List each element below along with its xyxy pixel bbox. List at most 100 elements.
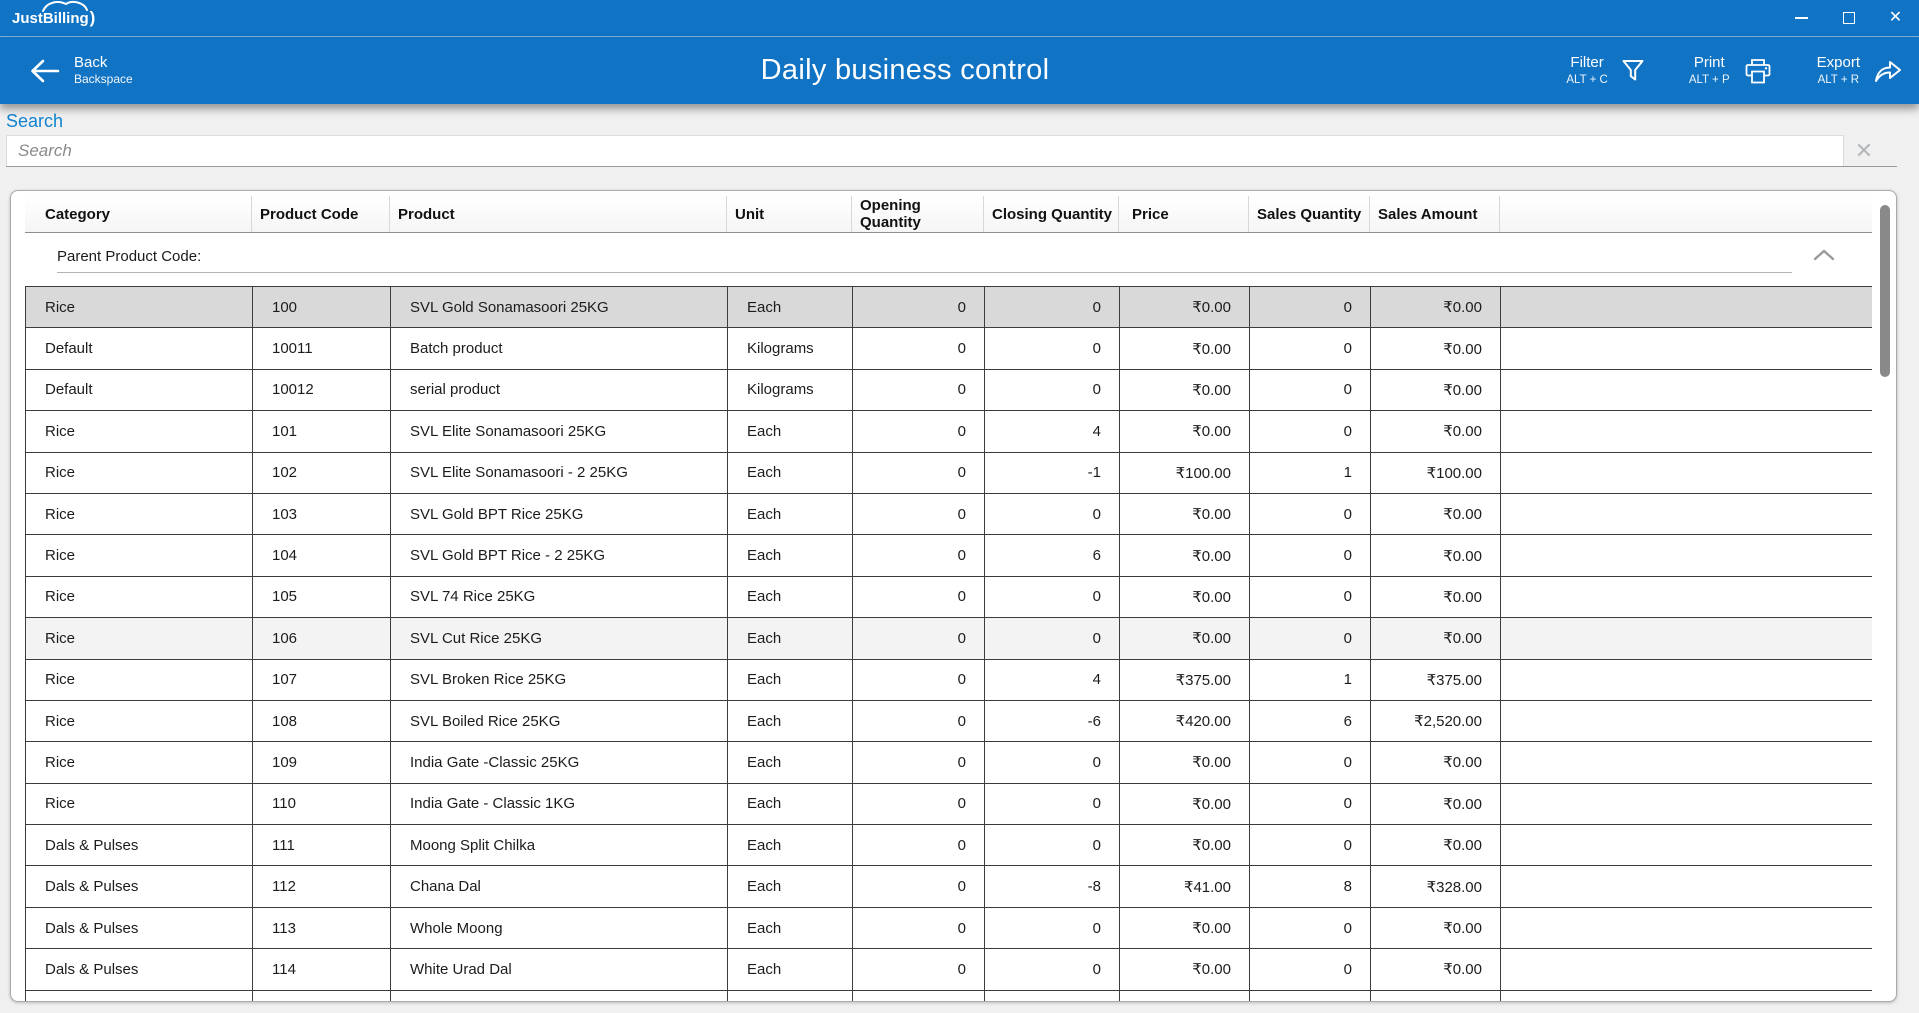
print-button[interactable]: Print ALT + P	[1689, 53, 1773, 87]
cell-price: ₹0.00	[1120, 908, 1250, 948]
table-row[interactable]: Dals & Pulses 111 Moong Split Chilka Eac…	[26, 825, 1872, 866]
cell-unit: Each	[728, 866, 853, 906]
cell-unit: Kilograms	[728, 370, 853, 410]
table-row[interactable]: Rice 105 SVL 74 Rice 25KG Each 0 0 ₹0.00…	[26, 577, 1872, 618]
close-icon: ✕	[1889, 10, 1902, 26]
table-row[interactable]: Rice 110 India Gate - Classic 1KG Each 0…	[26, 784, 1872, 825]
cell-empty	[1501, 701, 1872, 741]
clear-search-button[interactable]: ✕	[1844, 135, 1884, 166]
minimize-button[interactable]	[1778, 0, 1825, 36]
cell-sales-amount: ₹0.00	[1371, 370, 1501, 410]
group-row-parent-product-code: Parent Product Code:	[25, 233, 1882, 286]
table-row[interactable]: Rice 107 SVL Broken Rice 25KG Each 0 4 ₹…	[26, 660, 1872, 701]
cell-category: Default	[26, 370, 253, 410]
table-row[interactable]: Default 10012 serial product Kilograms 0…	[26, 370, 1872, 411]
cell-empty	[1501, 411, 1872, 451]
cell-empty	[1501, 370, 1872, 410]
command-bar: Back Backspace Daily business control Fi…	[0, 37, 1919, 104]
table-row[interactable]: Rice 103 SVL Gold BPT Rice 25KG Each 0 0…	[26, 494, 1872, 535]
cell-sales-amount: ₹0.00	[1371, 784, 1501, 824]
cell-product-code: 111	[253, 825, 391, 865]
cell-closing-quantity: 0	[985, 784, 1120, 824]
table-row[interactable]: Dals & Pulses 112 Chana Dal Each 0 -8 ₹4…	[26, 866, 1872, 907]
cell-sales-quantity: 0	[1250, 825, 1371, 865]
cell-sales-amount	[1371, 991, 1501, 1002]
table-row[interactable]: Dals & Pulses 114 White Urad Dal Each 0 …	[26, 949, 1872, 990]
cell-opening-quantity: 0	[853, 784, 985, 824]
back-button[interactable]: Back Backspace	[28, 54, 133, 88]
cell-unit: Each	[728, 494, 853, 534]
cell-sales-quantity	[1250, 991, 1371, 1002]
cell-empty	[1501, 825, 1872, 865]
filter-icon	[1621, 58, 1645, 84]
cell-sales-amount: ₹0.00	[1371, 949, 1501, 989]
column-header-category[interactable]: Category	[25, 196, 252, 232]
cell-price: ₹375.00	[1120, 660, 1250, 700]
cell-closing-quantity: 0	[985, 494, 1120, 534]
column-header-product[interactable]: Product	[390, 196, 727, 232]
filter-button[interactable]: Filter ALT + C	[1566, 53, 1644, 87]
scrollbar-thumb[interactable]	[1880, 205, 1890, 377]
cell-unit: Each	[728, 287, 853, 327]
cell-opening-quantity: 0	[853, 660, 985, 700]
cell-category: Rice	[26, 535, 253, 575]
cell-sales-quantity: 6	[1250, 701, 1371, 741]
cell-product-code: 103	[253, 494, 391, 534]
column-header-sales-amount[interactable]: Sales Amount	[1370, 196, 1500, 232]
column-header-sales-quantity[interactable]: Sales Quantity	[1249, 196, 1370, 232]
cell-price: ₹100.00	[1120, 453, 1250, 493]
cell-closing-quantity: 0	[985, 825, 1120, 865]
cell-unit: Each	[728, 453, 853, 493]
table-row[interactable]: Rice 106 SVL Cut Rice 25KG Each 0 0 ₹0.0…	[26, 618, 1872, 659]
table-row[interactable]	[26, 991, 1872, 1002]
cell-product: SVL 74 Rice 25KG	[391, 577, 728, 617]
column-header-product-code[interactable]: Product Code	[252, 196, 390, 232]
column-header-opening-quantity[interactable]: Opening Quantity	[852, 196, 984, 232]
cell-closing-quantity: -6	[985, 701, 1120, 741]
maximize-button[interactable]	[1825, 0, 1872, 36]
cell-price: ₹0.00	[1120, 535, 1250, 575]
close-button[interactable]: ✕	[1872, 0, 1919, 36]
cell-category: Dals & Pulses	[26, 866, 253, 906]
table-row[interactable]: Rice 109 India Gate -Classic 25KG Each 0…	[26, 742, 1872, 783]
table-card: Category Product Code Product Unit Openi…	[10, 190, 1897, 1002]
cell-sales-quantity: 0	[1250, 494, 1371, 534]
collapse-group-button[interactable]	[1811, 246, 1837, 264]
column-header-price[interactable]: Price	[1119, 196, 1249, 232]
table-row[interactable]: Dals & Pulses 113 Whole Moong Each 0 0 ₹…	[26, 908, 1872, 949]
cell-price: ₹0.00	[1120, 494, 1250, 534]
cell-closing-quantity: 0	[985, 908, 1120, 948]
cell-product: SVL Elite Sonamasoori - 2 25KG	[391, 453, 728, 493]
cell-unit: Kilograms	[728, 328, 853, 368]
filter-label: Filter	[1570, 53, 1603, 73]
cell-closing-quantity: 0	[985, 287, 1120, 327]
table-row[interactable]: Rice 108 SVL Boiled Rice 25KG Each 0 -6 …	[26, 701, 1872, 742]
cell-product: SVL Gold BPT Rice 25KG	[391, 494, 728, 534]
search-section: Search ✕	[0, 111, 1919, 167]
group-label: Parent Product Code:	[57, 248, 201, 265]
table-row[interactable]: Default 10011 Batch product Kilograms 0 …	[26, 328, 1872, 369]
commandbar-actions: Filter ALT + C Print ALT + P	[1566, 37, 1903, 104]
search-input[interactable]	[6, 135, 1844, 166]
cell-price: ₹0.00	[1120, 577, 1250, 617]
column-header-closing-quantity[interactable]: Closing Quantity	[984, 196, 1119, 232]
cell-product-code: 109	[253, 742, 391, 782]
print-icon	[1743, 57, 1773, 85]
table-row[interactable]: Rice 100 SVL Gold Sonamasoori 25KG Each …	[26, 287, 1872, 328]
vertical-scrollbar[interactable]	[1879, 205, 1891, 989]
cell-product: SVL Elite Sonamasoori 25KG	[391, 411, 728, 451]
cell-product: SVL Gold BPT Rice - 2 25KG	[391, 535, 728, 575]
table-row[interactable]: Rice 102 SVL Elite Sonamasoori - 2 25KG …	[26, 453, 1872, 494]
table-row[interactable]: Rice 104 SVL Gold BPT Rice - 2 25KG Each…	[26, 535, 1872, 576]
cell-closing-quantity: 0	[985, 328, 1120, 368]
export-label: Export	[1817, 53, 1860, 73]
cell-product: SVL Cut Rice 25KG	[391, 618, 728, 658]
cell-opening-quantity: 0	[853, 949, 985, 989]
cell-empty	[1501, 618, 1872, 658]
table-row[interactable]: Rice 101 SVL Elite Sonamasoori 25KG Each…	[26, 411, 1872, 452]
cell-price: ₹0.00	[1120, 949, 1250, 989]
table-body: Rice 100 SVL Gold Sonamasoori 25KG Each …	[25, 286, 1872, 1002]
export-button[interactable]: Export ALT + R	[1817, 53, 1903, 87]
cell-sales-amount: ₹0.00	[1371, 411, 1501, 451]
column-header-unit[interactable]: Unit	[727, 196, 852, 232]
